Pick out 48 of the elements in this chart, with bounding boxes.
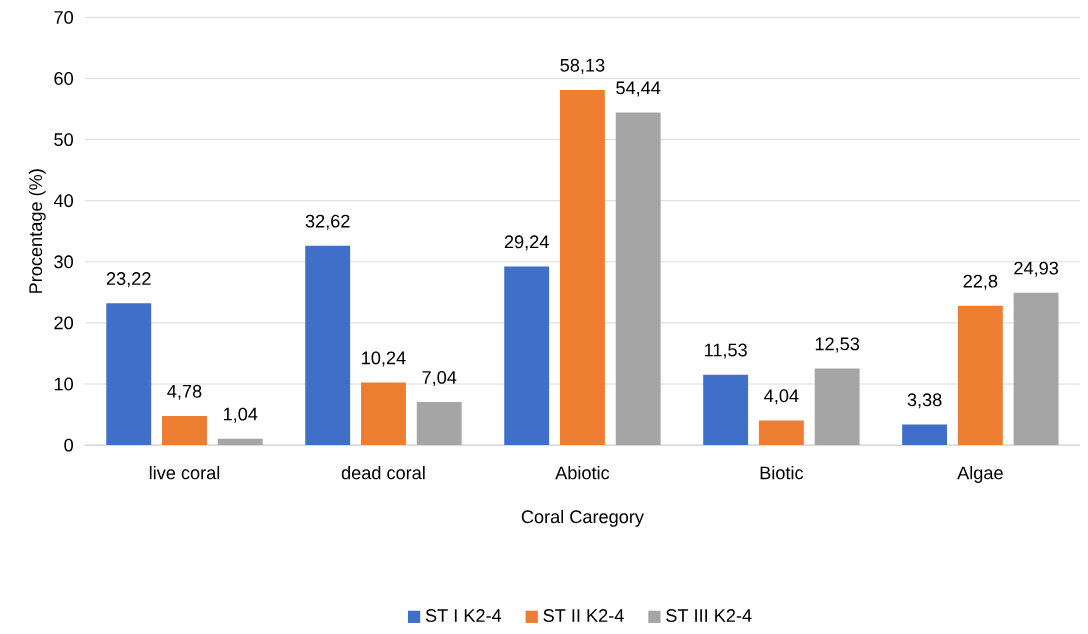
y-tick-label: 70 — [54, 10, 73, 24]
data-label: 11,53 — [704, 343, 747, 359]
x-tick-label: Algae — [957, 465, 1003, 483]
bar — [416, 402, 462, 446]
bar — [106, 303, 152, 446]
data-label: 7,04 — [422, 370, 457, 386]
y-tick-label: 60 — [54, 72, 73, 85]
data-label: 54,44 — [616, 81, 661, 97]
bar — [1013, 292, 1059, 446]
bar — [305, 245, 351, 446]
y-tick-label: 0 — [64, 438, 73, 452]
x-tick-label: Biotic — [760, 465, 804, 480]
data-label: 22,8 — [963, 274, 998, 290]
data-label: 12,53 — [815, 337, 860, 353]
bar — [559, 89, 605, 446]
y-tick-label: 30 — [54, 255, 73, 269]
y-tick-label: 10 — [54, 377, 73, 391]
y-tick-label: 50 — [54, 133, 73, 146]
data-label: 1,04 — [223, 407, 258, 423]
bar — [162, 415, 207, 446]
data-label: 32,62 — [305, 214, 350, 230]
x-axis-title: Coral Caregory — [521, 509, 644, 527]
bar — [615, 112, 661, 446]
data-label: 24,93 — [1014, 261, 1059, 277]
data-label: 10,24 — [362, 351, 406, 367]
data-label: 58,13 — [560, 58, 605, 74]
data-label: 4,04 — [764, 389, 799, 405]
y-tick-label: 20 — [54, 316, 73, 330]
x-tick-label: dead coral — [341, 465, 425, 480]
bar — [504, 266, 550, 446]
legend-label: ST III K2-4 — [666, 609, 752, 622]
x-tick-label: Abiotic — [555, 465, 610, 480]
x-tick-label: live coral — [149, 465, 220, 480]
bar — [361, 382, 406, 446]
bar — [758, 420, 804, 446]
data-label: 4,78 — [167, 384, 202, 400]
data-label: 29,24 — [504, 235, 549, 251]
data-label: 23,22 — [106, 272, 151, 288]
bar — [703, 374, 749, 446]
bar — [814, 368, 860, 446]
data-label: 3,38 — [907, 393, 942, 409]
legend-label: ST I K2-4 — [425, 609, 502, 622]
bar — [957, 305, 1003, 446]
y-tick-label: 40 — [53, 194, 73, 208]
legend-label: ST II K2-4 — [543, 609, 624, 622]
bar — [217, 438, 263, 446]
y-axis-title: Procentage (%) — [28, 169, 46, 293]
bar — [902, 424, 948, 446]
